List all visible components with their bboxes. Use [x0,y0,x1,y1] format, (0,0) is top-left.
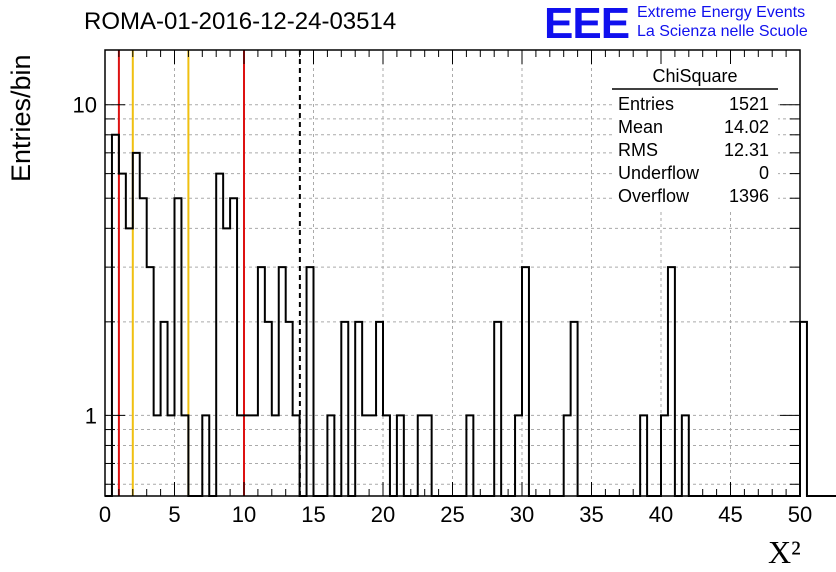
x-tick-label: 30 [510,502,534,527]
stats-label: Overflow [618,186,690,206]
x-tick-label: 5 [168,502,180,527]
x-tick-label: 40 [649,502,673,527]
logo-caption: Extreme Energy Events La Scienza nelle S… [637,3,808,41]
stats-value: 1521 [729,94,769,114]
y-tick-label: 10 [73,93,97,118]
x-tick-label: 50 [788,502,812,527]
eee-logo: EEE [544,0,630,48]
stats-title: ChiSquare [652,66,737,86]
x-tick-label: 0 [99,502,111,527]
x-tick-label: 45 [718,502,742,527]
x-tick-label: 20 [371,502,395,527]
histogram-series [105,133,836,497]
chart-title: ROMA-01-2016-12-24-03514 [84,8,397,35]
stats-value: 14.02 [724,117,769,137]
x-tick-label: 35 [579,502,603,527]
y-tick-label: 1 [85,403,97,428]
stats-label: RMS [618,140,658,160]
stats-label: Entries [618,94,674,114]
stats-box: ChiSquare Entries 1521 Mean 14.02 RMS 12.31 Und… [612,64,778,212]
x-tick-label: 10 [232,502,256,527]
x-axis-label: X² [768,534,801,570]
x-tick-label: 25 [440,502,464,527]
stats-value: 12.31 [724,140,769,160]
axes: 0 5 10 15 20 25 30 35 40 45 50 1 10 [73,49,812,527]
stats-value: 1396 [729,186,769,206]
logo-caption-line1: Extreme Energy Events [637,4,806,21]
logo-caption-line2: La Scienza nelle Scuole [637,23,808,40]
stats-label: Underflow [618,163,700,183]
histogram-step-line [105,133,836,497]
x-tick-label: 15 [301,502,325,527]
stats-label: Mean [618,117,663,137]
stats-value: 0 [759,163,769,183]
